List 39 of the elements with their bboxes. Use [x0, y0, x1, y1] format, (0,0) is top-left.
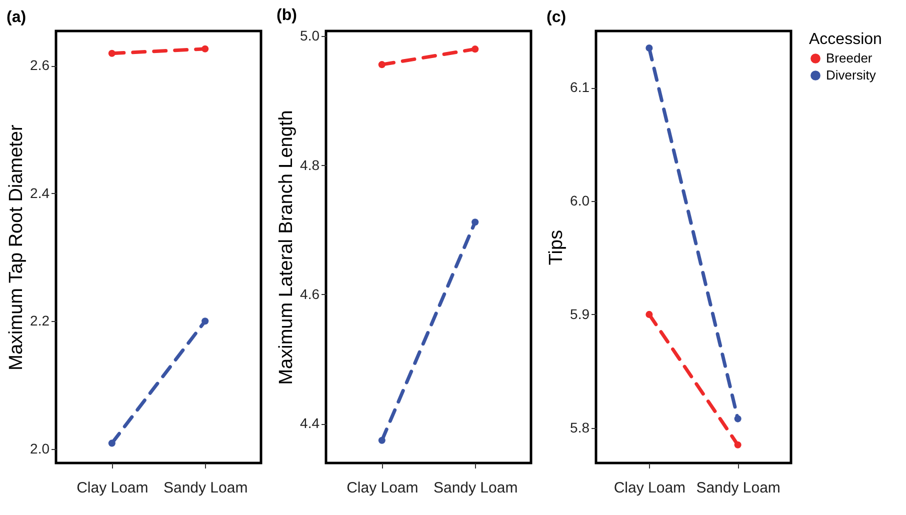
point — [378, 436, 386, 444]
y-tick-label: 4.6 — [300, 286, 320, 302]
y-tick-label: 2.4 — [30, 184, 50, 201]
y-tick-label: 5.9 — [570, 306, 590, 322]
x-tick-label: Sandy Loam — [433, 480, 518, 496]
point — [646, 310, 653, 318]
chart-title: (c) — [546, 9, 566, 26]
y-tick-label: 4.4 — [300, 415, 320, 432]
chart-title: (b) — [276, 7, 297, 24]
chart-title: (a) — [6, 9, 26, 26]
x-tick-label: Sandy Loam — [696, 480, 780, 496]
y-tick-label: 5.0 — [300, 28, 320, 44]
y-tick-label: 2.6 — [30, 57, 50, 74]
y-tick-label: 5.8 — [570, 419, 590, 436]
y-axis-title: Tips — [546, 230, 568, 266]
y-axis-title: Maximum Tap Root Diameter — [6, 124, 28, 370]
point — [472, 46, 479, 53]
x-tick-label: Sandy Loam — [163, 480, 248, 496]
point — [108, 50, 116, 57]
x-tick-label: Clay Loam — [346, 480, 418, 496]
point — [378, 61, 386, 68]
y-tick-label: 2.0 — [30, 440, 50, 456]
point — [734, 415, 742, 422]
point — [472, 218, 479, 226]
point — [202, 318, 209, 325]
y-axis-title: Maximum Lateral Branch Length — [276, 110, 298, 385]
point — [108, 440, 116, 447]
x-tick-label: Clay Loam — [76, 480, 148, 496]
point — [734, 441, 742, 448]
legend-label: Breeder — [826, 50, 873, 66]
x-tick-label: Clay Loam — [614, 480, 686, 496]
y-tick-label: 2.2 — [30, 312, 50, 329]
y-tick-label: 6.0 — [570, 192, 590, 209]
legend-label: Diversity — [826, 68, 876, 82]
legend-title: Accession — [809, 31, 882, 48]
y-tick-label: 4.8 — [300, 156, 320, 173]
point — [202, 45, 209, 52]
y-tick-label: 6.1 — [570, 79, 590, 96]
point — [646, 44, 653, 52]
